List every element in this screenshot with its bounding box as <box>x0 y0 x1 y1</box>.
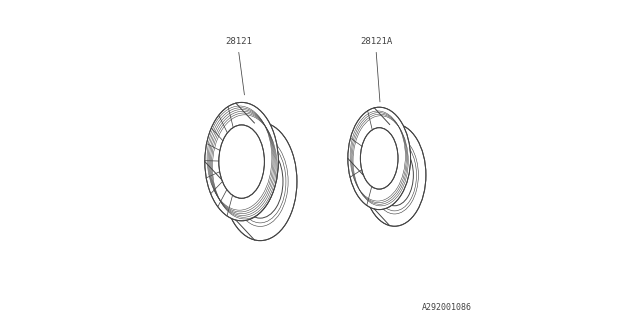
Ellipse shape <box>364 124 426 226</box>
Ellipse shape <box>219 125 264 198</box>
Text: 28121A: 28121A <box>360 37 392 46</box>
Ellipse shape <box>360 128 398 189</box>
Ellipse shape <box>348 107 411 210</box>
Ellipse shape <box>223 122 297 241</box>
Text: A292001086: A292001086 <box>422 303 472 312</box>
Text: 28121: 28121 <box>225 37 252 46</box>
Ellipse shape <box>205 102 278 221</box>
